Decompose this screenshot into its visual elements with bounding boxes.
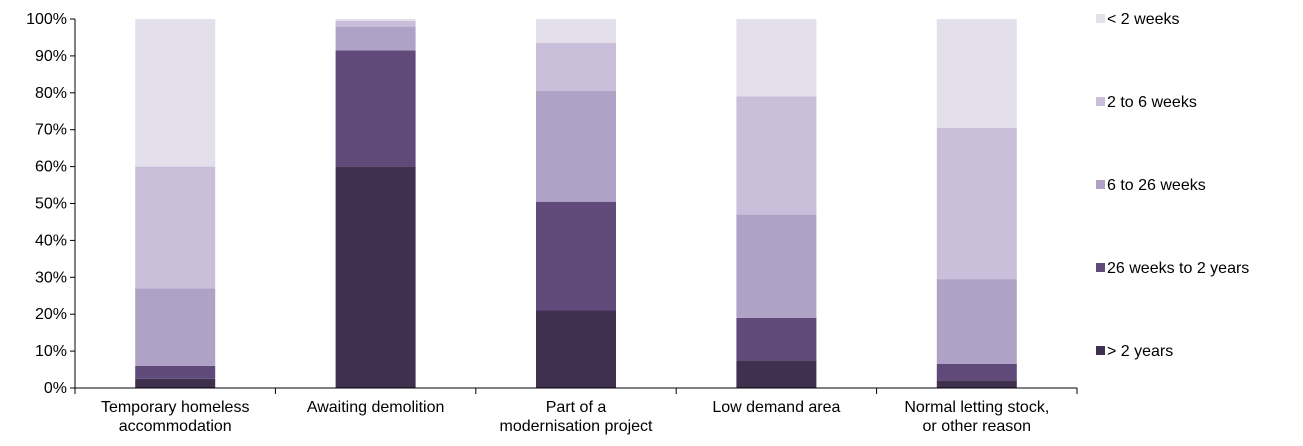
bar-segment-6-to-26-weeks-3: [536, 91, 616, 202]
bar-segment-2-to-6-weeks-5: [936, 127, 1017, 280]
legend-item-2-years: > 2 years: [1096, 343, 1173, 360]
legend-swatch: [1096, 14, 1105, 23]
bar-segment-2-weeks-2: [335, 19, 416, 21]
legend-label: 6 to 26 weeks: [1107, 177, 1206, 194]
bar-segment-26-weeks-to-2-years-4: [736, 317, 817, 361]
bar-segment-26-weeks-to-2-years-1: [135, 365, 216, 379]
y-tick-label: 60%: [35, 159, 67, 176]
bars-group: [135, 19, 1017, 388]
legend-swatch: [1096, 346, 1105, 355]
bar-segment-2-years-2: [335, 166, 416, 388]
legend-label: 2 to 6 weeks: [1107, 94, 1197, 111]
bar-segment-2-to-6-weeks-3: [536, 43, 616, 91]
legend: < 2 weeks 2 to 6 weeks 6 to 26 weeks 26 wee…: [1096, 11, 1249, 360]
x-tick-label: Normal letting stock, or other reason: [904, 399, 1049, 435]
bar-segment-2-weeks-5: [936, 19, 1017, 128]
legend-swatch: [1096, 180, 1105, 189]
bar-segment-6-to-26-weeks-4: [736, 214, 817, 318]
bar-segment-6-to-26-weeks-5: [936, 279, 1017, 364]
bar-segment-26-weeks-to-2-years-5: [936, 364, 1017, 381]
bar-segment-2-years-5: [936, 380, 1017, 388]
bar-segment-2-to-6-weeks-4: [736, 96, 817, 215]
bar-segment-26-weeks-to-2-years-3: [536, 201, 616, 311]
legend-item-6-to-26-weeks: 6 to 26 weeks: [1096, 177, 1206, 194]
x-tick-label: Part of a modernisation project: [500, 399, 654, 435]
y-tick-label: 10%: [35, 343, 67, 360]
y-tick-label: 70%: [35, 122, 67, 139]
y-tick-label: 90%: [35, 48, 67, 65]
bar-segment-26-weeks-to-2-years-2: [335, 50, 416, 167]
y-tick-label: 40%: [35, 232, 67, 249]
x-tick-label: Temporary homeless accommodation: [101, 399, 250, 435]
bar-segment-6-to-26-weeks-1: [135, 288, 216, 366]
bar-segment-2-to-6-weeks-1: [135, 166, 216, 289]
axes-group: 0% 10% 20% 30% 40% 50% 60% 70% 80% 90% 100% Tempora…: [26, 11, 1078, 435]
x-tick-label: Awaiting demolition: [307, 399, 445, 416]
y-tick-label: 100%: [26, 11, 67, 28]
bar-segment-2-weeks-3: [536, 19, 616, 43]
y-tick-label: 20%: [35, 306, 67, 323]
legend-label: > 2 years: [1107, 343, 1173, 360]
legend-swatch: [1096, 97, 1105, 106]
y-tick-label: 80%: [35, 85, 67, 102]
y-tick-label: 30%: [35, 269, 67, 286]
y-tick-label: 50%: [35, 196, 67, 213]
legend-label: < 2 weeks: [1107, 11, 1179, 28]
legend-item-2-weeks: < 2 weeks: [1096, 11, 1179, 28]
bar-segment-2-years-1: [135, 378, 216, 388]
legend-swatch: [1096, 263, 1105, 272]
y-tick-label: 0%: [44, 380, 67, 397]
legend-label: 26 weeks to 2 years: [1107, 260, 1249, 277]
bar-segment-2-weeks-1: [135, 19, 216, 167]
bar-segment-2-years-3: [536, 310, 616, 388]
bar-segment-2-years-4: [736, 360, 817, 388]
bar-segment-6-to-26-weeks-2: [335, 26, 416, 51]
x-tick-label: Low demand area: [712, 399, 840, 416]
bar-segment-2-weeks-4: [736, 19, 817, 97]
legend-item-2-to-6-weeks: 2 to 6 weeks: [1096, 94, 1197, 111]
legend-item-26-weeks-to-2-years: 26 weeks to 2 years: [1096, 260, 1249, 277]
bar-segment-2-to-6-weeks-2: [335, 20, 416, 27]
